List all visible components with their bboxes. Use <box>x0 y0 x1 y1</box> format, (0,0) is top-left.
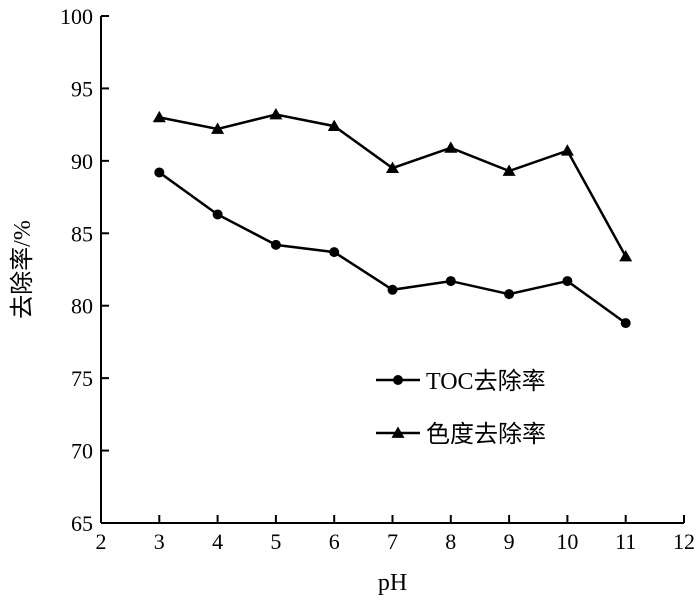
data-point-toc <box>154 167 165 178</box>
y-tick-label: 75 <box>71 366 93 391</box>
series-layer <box>152 108 633 329</box>
data-point-toc <box>387 284 398 295</box>
legend-item-chroma: 色度去除率 <box>376 421 546 448</box>
data-point-chroma <box>211 122 225 134</box>
data-point-toc <box>620 318 631 329</box>
x-tick-label: 11 <box>615 529 636 554</box>
legend-item-toc: TOC去除率 <box>376 368 546 395</box>
x-tick-label: 3 <box>154 529 165 554</box>
legend-marker <box>393 375 403 385</box>
x-tick-label: 8 <box>445 529 456 554</box>
data-point-toc <box>329 247 340 258</box>
y-tick-label: 80 <box>71 294 93 319</box>
x-tick-label: 6 <box>329 529 340 554</box>
y-tick-label: 70 <box>71 439 93 464</box>
y-tick-label: 90 <box>71 149 93 174</box>
x-tick-label: 4 <box>212 529 223 554</box>
x-tick-label: 5 <box>270 529 281 554</box>
x-ticks: 2 3 4 5 6 7 8 9 10 11 12 <box>96 515 695 554</box>
y-axis-title: 去除率/% <box>9 220 36 319</box>
series-line-toc <box>158 171 627 325</box>
axes <box>100 16 684 524</box>
x-tick-label: 12 <box>673 529 695 554</box>
x-axis-title: pH <box>378 570 407 596</box>
data-point-chroma <box>386 161 399 173</box>
x-tick-label: 9 <box>504 529 515 554</box>
y-tick-label: 95 <box>71 76 93 101</box>
data-point-toc <box>270 239 281 250</box>
x-tick-label: 7 <box>387 529 398 554</box>
legend-marker <box>391 426 405 438</box>
y-tick-label: 100 <box>60 4 93 29</box>
data-point-chroma <box>560 144 574 156</box>
data-point-chroma <box>152 110 166 123</box>
series-line-chroma <box>159 113 627 258</box>
y-tick-label: 65 <box>71 511 93 536</box>
data-point-toc <box>562 276 573 287</box>
data-point-toc <box>212 209 223 220</box>
x-tick-label: 10 <box>556 529 578 554</box>
data-point-toc <box>504 289 515 300</box>
data-point-chroma <box>327 119 341 131</box>
data-point-chroma <box>269 108 283 120</box>
series-chroma <box>152 108 633 262</box>
legend-label: TOC去除率 <box>426 368 546 395</box>
y-ticks: 65 70 75 80 85 90 95 100 <box>60 4 109 536</box>
data-point-chroma <box>444 141 458 153</box>
x-tick-label: 2 <box>96 529 107 554</box>
data-point-toc <box>445 276 456 287</box>
legend-label: 色度去除率 <box>426 421 546 448</box>
series-toc <box>154 167 631 329</box>
data-point-chroma <box>502 164 516 176</box>
y-tick-label: 85 <box>71 221 93 246</box>
data-point-chroma <box>619 249 633 262</box>
